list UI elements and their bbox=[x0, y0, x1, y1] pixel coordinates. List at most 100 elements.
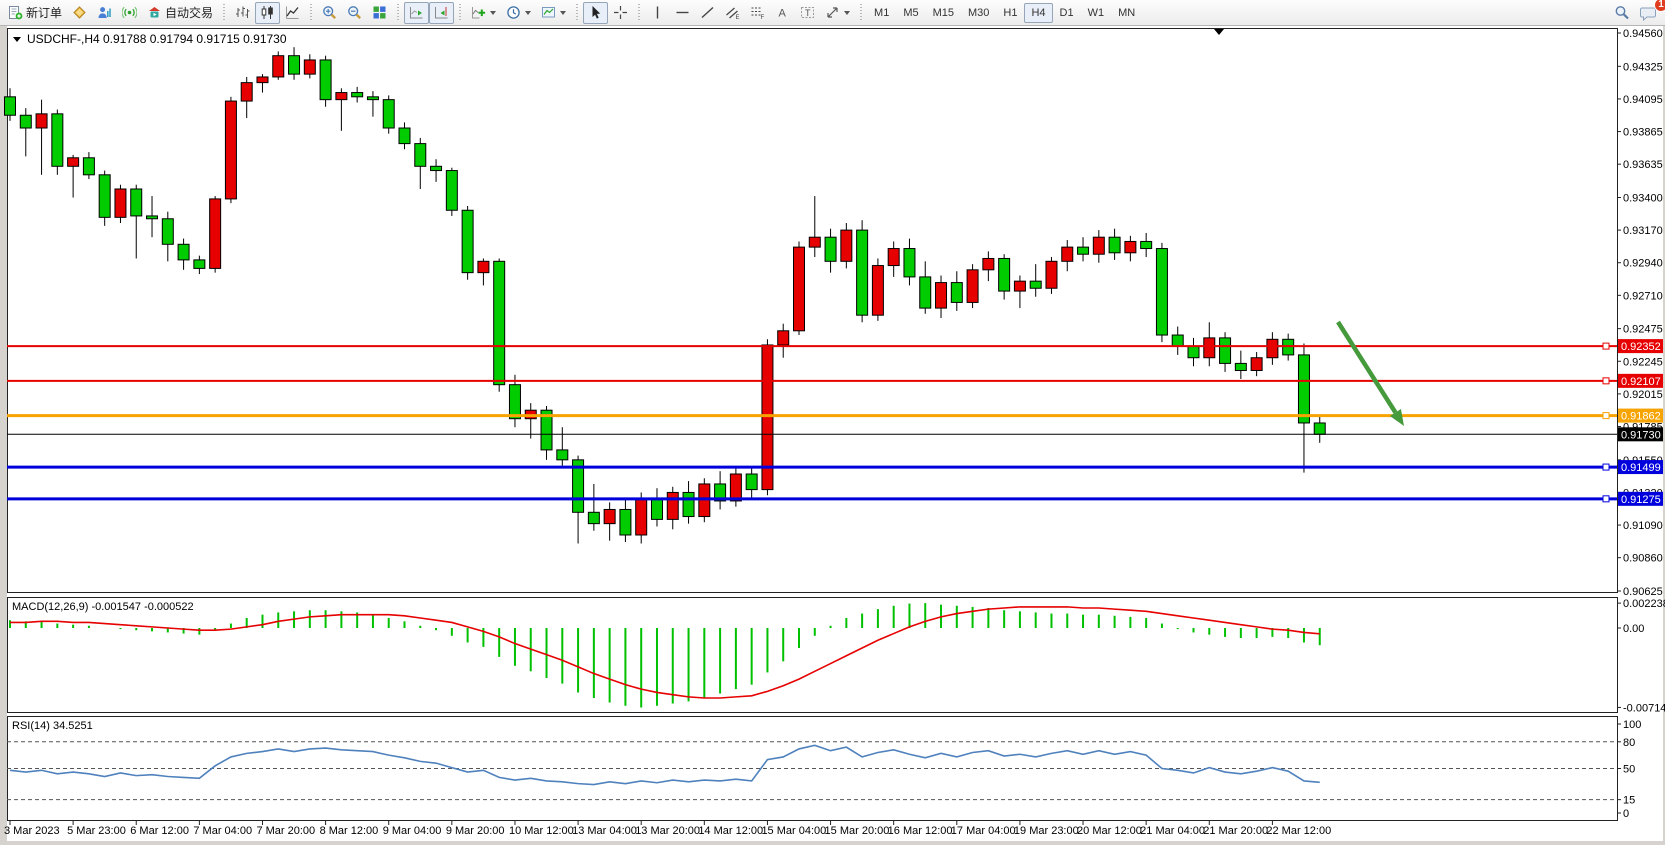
zoom-in-button[interactable] bbox=[317, 2, 342, 24]
annotation-arrow-head[interactable] bbox=[1389, 409, 1404, 426]
hline-handle[interactable] bbox=[1602, 377, 1610, 385]
search-icon bbox=[1615, 5, 1629, 19]
tf-button-M30[interactable]: M30 bbox=[961, 3, 996, 23]
candle-bull bbox=[966, 269, 979, 303]
fibonacci-icon: F bbox=[751, 7, 765, 20]
candle-bear bbox=[19, 114, 32, 129]
cursor-button[interactable] bbox=[583, 1, 609, 24]
tf-button-W1[interactable]: W1 bbox=[1081, 3, 1112, 23]
candle-bull bbox=[982, 257, 995, 271]
candle-bear bbox=[650, 497, 663, 520]
hline-handle[interactable] bbox=[1602, 412, 1610, 420]
hline-handle[interactable] bbox=[1602, 342, 1610, 350]
search-button[interactable] bbox=[1609, 2, 1635, 24]
symbol-dropdown-icon[interactable] bbox=[13, 37, 21, 42]
text-label-tool-button[interactable]: T bbox=[795, 2, 820, 24]
arrows-tool-button[interactable] bbox=[820, 2, 855, 24]
trendline-icon bbox=[701, 6, 714, 19]
zoom-out-icon bbox=[348, 6, 362, 20]
text-tool-button[interactable]: A bbox=[770, 2, 795, 24]
template-icon bbox=[542, 7, 556, 18]
auto-trading-icon bbox=[149, 7, 161, 18]
candle-bear bbox=[587, 511, 600, 525]
toolbar-grip bbox=[397, 3, 400, 22]
line-chart-icon bbox=[286, 6, 299, 19]
price-axis-label: 0.94560 bbox=[1623, 28, 1663, 40]
periods-button[interactable] bbox=[501, 2, 536, 24]
candle-bull bbox=[335, 92, 348, 101]
trendline-tool-button[interactable] bbox=[695, 2, 720, 24]
candle-bear bbox=[1234, 362, 1247, 371]
tf-button-M15[interactable]: M15 bbox=[926, 3, 961, 23]
signals-button[interactable] bbox=[117, 2, 142, 24]
rsi-indicator bbox=[7, 741, 1617, 801]
candle-bear bbox=[98, 174, 111, 218]
date-axis-label: 8 Mar 12:00 bbox=[320, 825, 379, 837]
svg-text:E: E bbox=[736, 15, 740, 20]
candle-bull bbox=[1250, 357, 1263, 371]
price-label-box bbox=[1618, 460, 1663, 475]
candle-bear bbox=[430, 165, 443, 172]
tf-button-MN[interactable]: MN bbox=[1111, 3, 1142, 23]
candle-bull bbox=[1092, 236, 1105, 255]
hline-handle[interactable] bbox=[1602, 463, 1610, 471]
text-a-icon: A bbox=[779, 8, 787, 20]
crosshair-icon bbox=[614, 6, 628, 19]
text-label-icon: T bbox=[801, 7, 815, 18]
price-axis-label: 0.92475 bbox=[1623, 324, 1663, 336]
candlestick-chart-button[interactable] bbox=[255, 1, 281, 24]
market-watch-button[interactable] bbox=[67, 2, 92, 24]
fibonacci-tool-button[interactable]: F bbox=[745, 2, 770, 24]
tf-button-D1[interactable]: D1 bbox=[1053, 3, 1081, 23]
chart-title: USDCHF-,H4 0.91788 0.91794 0.91715 0.917… bbox=[27, 32, 287, 46]
bar-chart-button[interactable] bbox=[230, 2, 255, 24]
candle-bear bbox=[824, 236, 837, 262]
toolbar-grip bbox=[638, 3, 641, 22]
indicators-button[interactable] bbox=[466, 2, 501, 24]
accounts-button[interactable] bbox=[92, 2, 117, 24]
chart-shift-marker[interactable] bbox=[1214, 29, 1224, 35]
broadcast-icon bbox=[122, 6, 138, 19]
date-axis-label: 9 Mar 20:00 bbox=[446, 825, 505, 837]
candle-bear bbox=[130, 188, 143, 217]
candle-bear bbox=[366, 96, 379, 101]
horizontal-line-tool-button[interactable] bbox=[670, 2, 695, 24]
channel-tool-button[interactable]: E bbox=[720, 2, 745, 24]
candle-bear bbox=[1219, 337, 1232, 364]
zoom-out-button[interactable] bbox=[342, 2, 367, 24]
rsi-axis-label: 80 bbox=[1623, 737, 1635, 749]
candle-bear bbox=[1140, 240, 1153, 250]
auto-trading-button[interactable]: 自动交易 bbox=[142, 2, 218, 24]
crosshair-button[interactable] bbox=[608, 2, 633, 24]
tf-button-H1[interactable]: H1 bbox=[996, 3, 1024, 23]
tf-button-M1[interactable]: M1 bbox=[867, 3, 896, 23]
vertical-line-icon bbox=[656, 6, 659, 19]
candle-bull bbox=[1124, 240, 1137, 254]
candle-bear bbox=[319, 59, 332, 101]
price-label-text: 0.91275 bbox=[1621, 494, 1661, 506]
auto-scroll-button[interactable] bbox=[404, 1, 430, 24]
tf-button-M5[interactable]: M5 bbox=[896, 3, 925, 23]
ohlc-bars-icon bbox=[236, 6, 250, 18]
auto-scroll-icon bbox=[410, 7, 423, 19]
new-order-button[interactable]: 新订单 bbox=[3, 2, 67, 24]
candle-bull bbox=[777, 330, 790, 346]
dropdown-caret bbox=[560, 10, 567, 15]
candle-bear bbox=[1108, 236, 1121, 254]
chart-shift-button[interactable] bbox=[429, 1, 455, 24]
date-axis-label: 21 Mar 20:00 bbox=[1203, 825, 1268, 837]
line-chart-button[interactable] bbox=[280, 2, 305, 24]
hline-handle[interactable] bbox=[1602, 495, 1610, 503]
tf-button-H4[interactable]: H4 bbox=[1024, 2, 1053, 23]
price-label-text: 0.91862 bbox=[1621, 411, 1661, 423]
price-axis-label: 0.94325 bbox=[1623, 61, 1663, 73]
tile-windows-button[interactable] bbox=[367, 2, 392, 24]
candle-bull bbox=[114, 188, 127, 218]
templates-button[interactable] bbox=[536, 2, 571, 24]
candle-bull bbox=[666, 491, 679, 520]
annotation-arrow-shaft[interactable] bbox=[1336, 320, 1398, 414]
rsi-axis-label: 15 bbox=[1623, 795, 1635, 807]
vertical-line-tool-button[interactable] bbox=[645, 2, 670, 24]
candle-bear bbox=[461, 209, 474, 274]
